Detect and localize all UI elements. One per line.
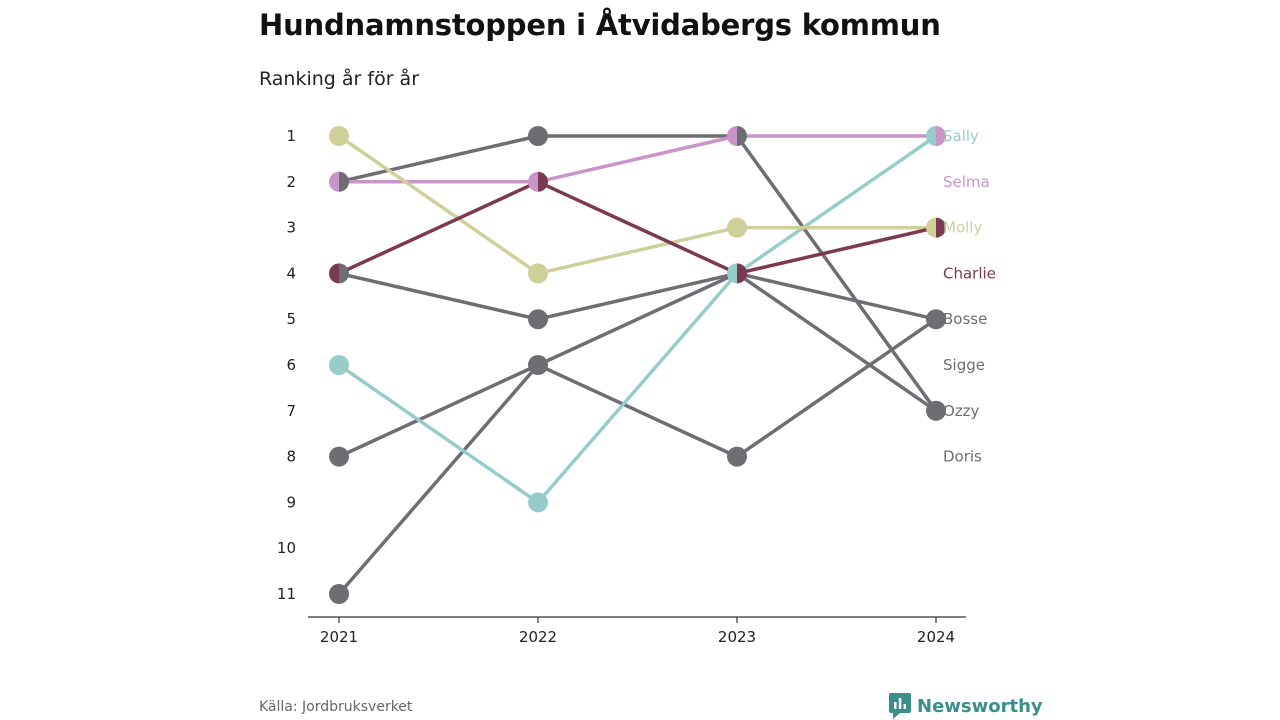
series-point (329, 584, 349, 604)
y-tick-label: 7 (286, 402, 296, 420)
series-label-sally: Sally (943, 127, 979, 145)
series-label-selma: Selma (943, 173, 990, 191)
series-line-bosse (337, 271, 938, 321)
series-point-right-half (339, 171, 349, 192)
series-label-bosse: Bosse (943, 310, 987, 328)
series-point (528, 492, 548, 513)
y-tick-label: 10 (277, 539, 296, 557)
series-point (329, 126, 349, 146)
series-line-sally (337, 134, 938, 505)
series-line-sigge (337, 317, 938, 459)
series-label-doris: Doris (943, 448, 982, 466)
x-tick-label: 2021 (320, 628, 358, 646)
y-tick-label: 6 (286, 356, 296, 374)
series-point-right-half (936, 126, 946, 146)
y-tick-label: 11 (277, 585, 296, 603)
chart-title: Hundnamnstoppen i Åtvidabergs kommun (259, 8, 941, 42)
chart-subtitle: Ranking år för år (259, 68, 420, 90)
series-point (528, 355, 548, 375)
axes: 2021 2022 2023 2024 1 2 3 4 5 6 7 8 9 10 11 (277, 127, 966, 646)
series-labels: Sally Selma Molly Charlie Bosse Sigge Ozzy Dori… (943, 127, 996, 466)
x-tick-label: 2022 (519, 628, 557, 646)
y-tick-label: 2 (286, 173, 296, 191)
series-point (528, 126, 548, 146)
series-label-molly: Molly (943, 219, 982, 237)
series-point (329, 446, 349, 467)
y-tick-label: 3 (286, 219, 296, 237)
series-point-left-half (926, 126, 936, 146)
series-line-molly (337, 134, 938, 276)
y-tick-label: 5 (286, 310, 296, 328)
series-point (926, 309, 946, 330)
y-tick-label: 1 (286, 127, 296, 145)
series-label-sigge: Sigge (943, 356, 985, 374)
series-point-left-half (329, 171, 339, 192)
series-point-right-half (339, 263, 349, 284)
series-line-ozzy (337, 134, 938, 413)
series-line-selma (337, 134, 938, 184)
brand-name: Newsworthy (917, 695, 1043, 717)
series-point (727, 217, 747, 238)
series-point (727, 446, 747, 467)
series-point-left-half (329, 263, 339, 284)
brand-logo[interactable]: Newsworthy (889, 693, 1043, 719)
series-point-right-half (737, 263, 748, 284)
series-point-right-half (538, 171, 548, 192)
series-point-left-half (727, 126, 737, 146)
series-point (329, 355, 349, 375)
y-tick-label: 8 (286, 448, 296, 466)
series-point-left-half (528, 171, 538, 192)
series-line-charlie (337, 180, 938, 276)
series-point (926, 400, 946, 421)
series-point-right-half (737, 126, 747, 146)
x-tick-label: 2024 (917, 628, 955, 646)
source-note: Källa: Jordbruksverket (259, 699, 413, 715)
series-lines (337, 134, 938, 596)
series-points (329, 126, 946, 604)
series-label-charlie: Charlie (943, 264, 996, 282)
series-line-doris (337, 271, 938, 596)
y-tick-label: 9 (286, 493, 296, 511)
x-tick-label: 2023 (718, 628, 756, 646)
y-tick-label: 4 (286, 264, 296, 282)
series-point (528, 309, 548, 330)
series-point (528, 263, 548, 284)
series-label-ozzy: Ozzy (943, 402, 980, 420)
newsworthy-logo-icon (889, 693, 911, 719)
series-point-left-half (926, 217, 936, 238)
series-point-left-half (727, 263, 737, 284)
series-point-right-half (936, 217, 946, 238)
